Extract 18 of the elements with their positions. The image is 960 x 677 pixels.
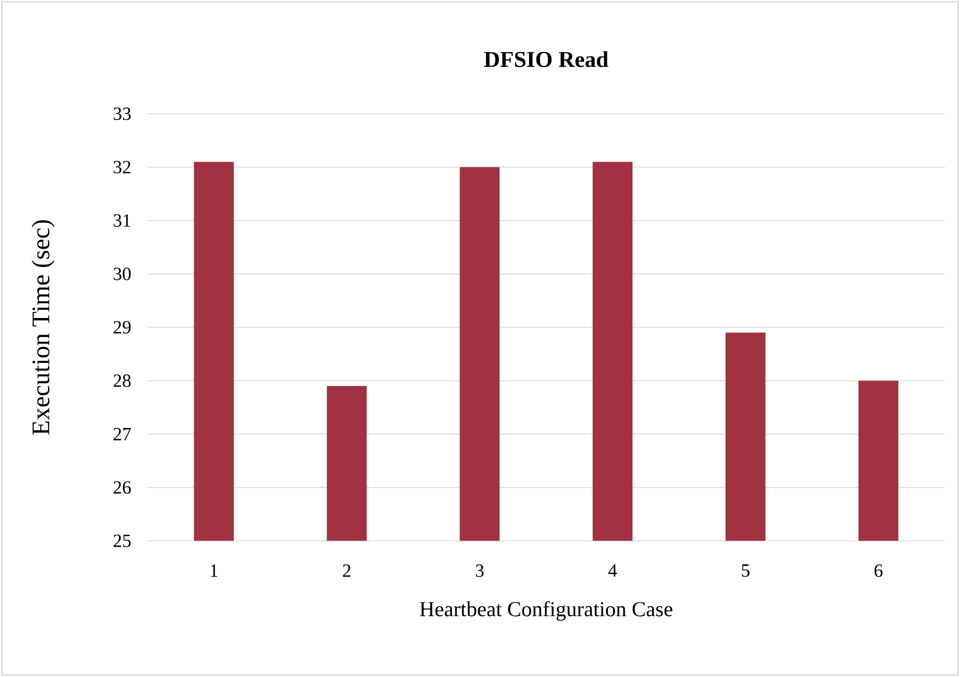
x-tick-label: 3 bbox=[476, 564, 484, 577]
x-tick-label: 2 bbox=[342, 564, 350, 577]
y-tick-label: 31 bbox=[114, 214, 130, 227]
chart-title: DFSIO Read bbox=[484, 51, 608, 68]
x-tick-label: 5 bbox=[742, 564, 750, 577]
y-tick-label: 33 bbox=[114, 108, 131, 120]
y-tick-label: 25 bbox=[114, 534, 131, 548]
y-tick-label: 26 bbox=[114, 481, 131, 494]
y-tick-label: 30 bbox=[114, 268, 131, 280]
y-tick-label: 32 bbox=[114, 160, 130, 174]
y-tick-label: 28 bbox=[114, 374, 131, 388]
x-tick-label: 6 bbox=[874, 564, 883, 577]
y-axis-title: Execution Time (sec) bbox=[32, 220, 55, 435]
x-axis-title: Heartbeat Configuration Case bbox=[420, 601, 672, 621]
x-tick-label: 4 bbox=[608, 564, 617, 577]
y-tick-label: 27 bbox=[114, 428, 131, 440]
x-tick-label: 1 bbox=[210, 564, 218, 577]
y-tick-label: 29 bbox=[114, 321, 131, 334]
